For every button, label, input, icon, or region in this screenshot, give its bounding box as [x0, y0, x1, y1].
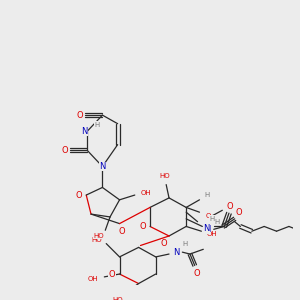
- Text: N: N: [99, 162, 106, 171]
- Text: O: O: [76, 111, 83, 120]
- Text: O: O: [118, 227, 125, 236]
- Text: O: O: [235, 208, 242, 217]
- Text: OH: OH: [206, 231, 217, 237]
- Text: N: N: [173, 248, 180, 256]
- Text: HO: HO: [112, 297, 123, 300]
- Text: HO: HO: [93, 233, 104, 239]
- Text: O: O: [61, 146, 68, 155]
- Text: H: H: [183, 241, 188, 247]
- Text: O: O: [161, 239, 168, 248]
- Text: H: H: [226, 204, 232, 210]
- Text: H: H: [205, 192, 210, 198]
- Text: HO: HO: [92, 237, 102, 243]
- Text: O: O: [139, 222, 146, 231]
- Text: N: N: [81, 127, 88, 136]
- Text: N: N: [204, 225, 210, 234]
- Text: H: H: [214, 219, 219, 225]
- Text: H: H: [94, 122, 99, 128]
- Text: O: O: [193, 268, 200, 278]
- Text: HO: HO: [159, 173, 169, 179]
- Text: N: N: [203, 224, 209, 233]
- Text: OH: OH: [141, 190, 152, 196]
- Text: O: O: [206, 213, 211, 219]
- Text: O: O: [226, 202, 233, 211]
- Text: OH: OH: [88, 276, 98, 282]
- Text: H: H: [209, 216, 214, 222]
- Text: O: O: [109, 269, 115, 278]
- Text: O: O: [75, 190, 82, 200]
